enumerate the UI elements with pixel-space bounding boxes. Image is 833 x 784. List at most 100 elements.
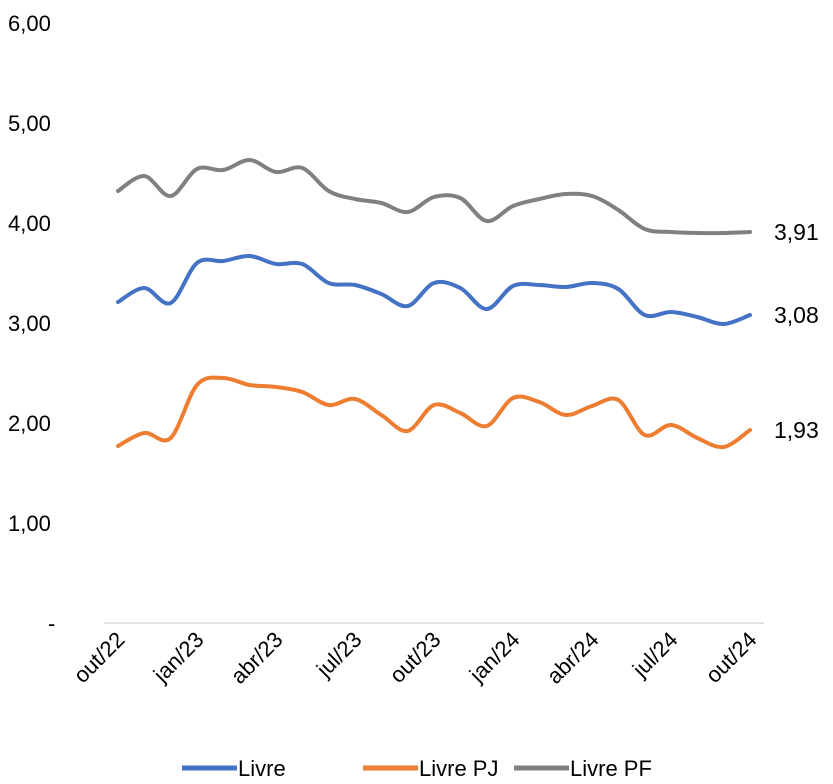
series-line-livre-pj bbox=[116, 375, 752, 450]
data-point-livre-pj bbox=[221, 376, 225, 380]
y-tick-label: 3,00 bbox=[8, 311, 51, 336]
data-point-livre bbox=[379, 292, 383, 296]
data-point-livre bbox=[590, 281, 594, 285]
data-point-livre-pj bbox=[353, 397, 357, 401]
data-point-livre-pf bbox=[432, 195, 436, 199]
data-point-livre bbox=[695, 315, 699, 319]
data-point-livre bbox=[643, 313, 647, 317]
data-point-livre bbox=[300, 262, 304, 266]
data-point-livre-pj bbox=[722, 445, 726, 449]
legend-label-livre: Livre bbox=[238, 756, 286, 781]
y-tick-label: 5,00 bbox=[8, 111, 51, 136]
data-point-livre-pf bbox=[248, 158, 252, 162]
y-tick-label: 1,00 bbox=[8, 511, 51, 536]
data-point-livre-pj bbox=[643, 433, 647, 437]
data-point-livre-pj bbox=[458, 411, 462, 415]
data-point-livre-pj bbox=[695, 436, 699, 440]
data-point-livre-pj bbox=[616, 398, 620, 402]
data-point-livre bbox=[116, 300, 120, 304]
series-line-livre bbox=[116, 253, 752, 326]
data-point-livre-pf bbox=[511, 204, 515, 208]
data-point-livre-pj bbox=[748, 428, 752, 432]
x-tick-label: abr/24 bbox=[542, 627, 604, 689]
data-point-livre bbox=[353, 283, 357, 287]
data-point-livre-pf bbox=[353, 197, 357, 201]
data-point-livre-pf bbox=[537, 197, 541, 201]
data-point-livre-pf bbox=[748, 230, 752, 234]
data-point-livre-pf bbox=[669, 230, 673, 234]
end-label-livre-pf: 3,91 bbox=[774, 219, 819, 245]
x-tick-label: out/23 bbox=[385, 627, 446, 688]
data-point-livre-pf bbox=[300, 166, 304, 170]
data-point-livre-pj bbox=[116, 444, 120, 448]
data-point-livre bbox=[748, 313, 752, 317]
x-tick-label: jul/23 bbox=[311, 627, 367, 683]
data-point-livre-pf bbox=[458, 196, 462, 200]
end-label-livre-pj: 1,93 bbox=[774, 417, 819, 443]
data-point-livre-pf bbox=[195, 167, 199, 171]
data-point-livre-pj bbox=[300, 390, 304, 394]
data-point-livre bbox=[537, 283, 541, 287]
data-point-livre-pf bbox=[590, 194, 594, 198]
data-point-livre bbox=[195, 261, 199, 265]
series-lines bbox=[116, 158, 752, 450]
y-tick-label: 2,00 bbox=[8, 411, 51, 436]
data-point-livre-pj bbox=[432, 403, 436, 407]
data-point-livre bbox=[406, 304, 410, 308]
legend: Livre Livre PJ Livre PF bbox=[182, 756, 652, 781]
data-point-livre bbox=[511, 284, 515, 288]
data-point-livre-pf bbox=[406, 210, 410, 214]
data-point-livre-pj bbox=[485, 424, 489, 428]
data-point-livre-pj bbox=[169, 436, 173, 440]
data-point-livre bbox=[248, 254, 252, 258]
data-point-livre bbox=[221, 259, 225, 263]
legend-label-livre-pj: Livre PJ bbox=[419, 756, 498, 781]
data-point-livre-pf bbox=[643, 227, 647, 231]
series-end-labels: 3,08 1,93 3,91 bbox=[774, 219, 819, 443]
data-point-livre-pj bbox=[195, 383, 199, 387]
data-point-livre bbox=[722, 322, 726, 326]
data-point-livre-pj bbox=[379, 413, 383, 417]
x-tick-label: out/24 bbox=[701, 627, 762, 688]
data-point-livre-pf bbox=[564, 192, 568, 196]
x-tick-label: out/22 bbox=[69, 627, 130, 688]
x-tick-label: jan/24 bbox=[464, 627, 525, 688]
x-axis-tick-labels: out/22 jan/23 abr/23 jul/23 out/23 jan/24 abr/… bbox=[69, 627, 762, 689]
y-tick-label: 4,00 bbox=[8, 211, 51, 236]
data-point-livre bbox=[564, 285, 568, 289]
data-point-livre bbox=[669, 310, 673, 314]
data-point-livre-pf bbox=[169, 194, 173, 198]
data-point-livre-pf bbox=[695, 231, 699, 235]
end-label-livre: 3,08 bbox=[774, 302, 819, 328]
data-point-livre-pj bbox=[511, 396, 515, 400]
y-tick-label: - bbox=[48, 611, 55, 636]
data-point-livre bbox=[485, 307, 489, 311]
data-point-livre-pj bbox=[590, 404, 594, 408]
data-point-livre bbox=[458, 286, 462, 290]
data-point-livre-pj bbox=[406, 429, 410, 433]
data-point-livre-pj bbox=[248, 383, 252, 387]
data-point-livre-pf bbox=[142, 174, 146, 178]
data-point-livre-pj bbox=[274, 385, 278, 389]
data-point-livre bbox=[432, 281, 436, 285]
data-point-livre-pf bbox=[116, 189, 120, 193]
x-tick-label: jan/23 bbox=[148, 627, 209, 688]
x-tick-label: jul/24 bbox=[627, 627, 683, 683]
data-point-livre bbox=[169, 301, 173, 305]
y-tick-label: 6,00 bbox=[8, 11, 51, 36]
data-point-livre bbox=[616, 287, 620, 291]
data-point-livre bbox=[327, 281, 331, 285]
data-point-livre-pj bbox=[327, 403, 331, 407]
data-point-livre-pj bbox=[142, 431, 146, 435]
data-point-livre-pf bbox=[616, 208, 620, 212]
data-point-livre-pj bbox=[564, 413, 568, 417]
data-point-livre-pf bbox=[379, 201, 383, 205]
data-point-livre-pf bbox=[722, 231, 726, 235]
data-point-livre-pf bbox=[274, 170, 278, 174]
data-point-livre-pf bbox=[221, 168, 225, 172]
data-point-livre bbox=[142, 286, 146, 290]
data-point-livre-pf bbox=[485, 219, 489, 223]
x-tick-label: abr/23 bbox=[226, 627, 288, 689]
data-point-livre-pj bbox=[537, 400, 541, 404]
